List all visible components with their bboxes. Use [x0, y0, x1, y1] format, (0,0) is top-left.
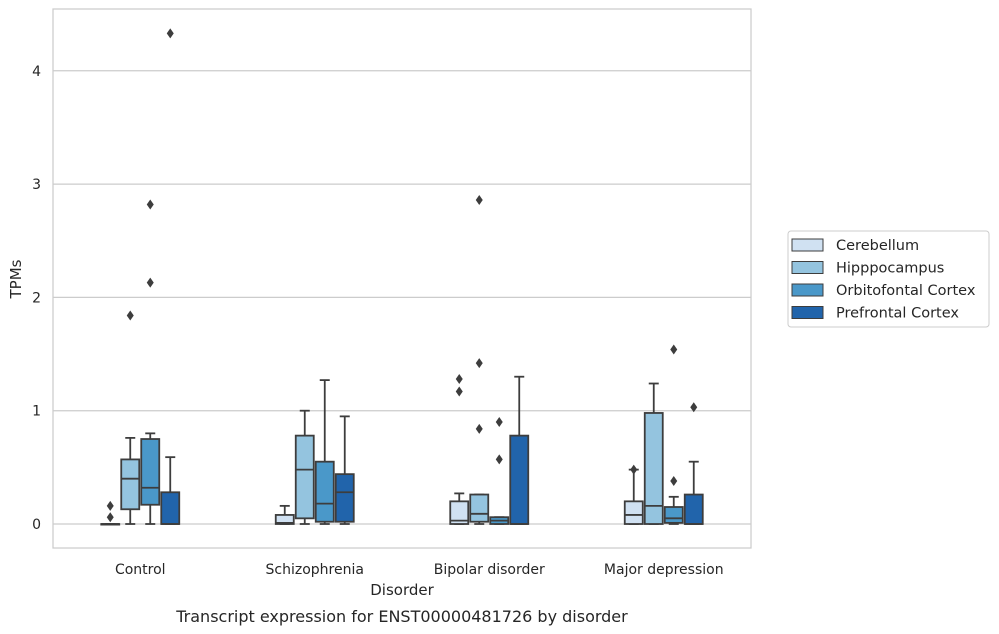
figure-caption: Transcript expression for ENST0000048172… — [175, 607, 628, 626]
box-prefrontal-cortex — [509, 375, 530, 525]
y-tick-labels: 0 1 2 3 4 — [32, 64, 41, 533]
plot-background — [53, 9, 751, 548]
box-body — [509, 434, 530, 525]
box-hipppocampus — [294, 409, 315, 525]
outlier-point — [495, 417, 503, 428]
outlier-point — [475, 423, 483, 434]
box-hipppocampus — [643, 382, 664, 525]
legend-swatch — [791, 238, 824, 252]
y-tick-label: 3 — [32, 177, 41, 193]
box-body — [274, 514, 295, 525]
outlier-point — [495, 454, 503, 465]
outlier-point — [106, 500, 114, 511]
box-cerebellum — [100, 500, 121, 526]
x-tick-labels: Control Schizophrenia Bipolar disorder Majo… — [115, 562, 724, 578]
y-tick-label: 0 — [32, 517, 41, 533]
outlier-point — [690, 402, 698, 413]
box-orbitofontal-cortex — [140, 199, 161, 525]
box-prefrontal-cortex — [683, 402, 704, 525]
box-body — [683, 493, 704, 525]
box-body — [140, 438, 161, 506]
outlier-point — [166, 28, 174, 39]
outlier-point — [670, 475, 678, 486]
x-tick-label: Control — [115, 562, 166, 578]
box-body — [160, 491, 181, 525]
outlier-point — [106, 512, 114, 523]
legend-label: Prefrontal Cortex — [836, 306, 959, 322]
box-hipppocampus — [469, 194, 490, 525]
legend-swatch — [791, 283, 824, 297]
legend: Cerebellum Hipppocampus Orbitofontal Corte… — [787, 230, 990, 328]
box-prefrontal-cortex — [160, 28, 181, 525]
outlier-point — [475, 358, 483, 369]
box-body — [314, 460, 335, 523]
y-tick-label: 4 — [32, 64, 41, 80]
plot-frame — [52, 8, 752, 549]
box-body — [469, 493, 490, 523]
box-body — [643, 412, 664, 525]
box-cerebellum — [274, 504, 295, 525]
y-tick-label: 2 — [32, 290, 41, 306]
box-orbitofontal-cortex — [314, 379, 335, 525]
outlier-point — [126, 310, 134, 321]
x-tick-label: Bipolar disorder — [434, 562, 545, 578]
y-tick-label: 1 — [32, 404, 41, 420]
box-orbitofontal-cortex — [489, 417, 510, 525]
outlier-point — [670, 344, 678, 355]
outlier-point — [475, 194, 483, 205]
box-hipppocampus — [120, 310, 141, 525]
legend-label: Orbitofontal Cortex — [836, 283, 976, 299]
outlier-point — [455, 373, 463, 384]
outlier-point — [630, 464, 638, 475]
y-axis-title: TPMs — [7, 259, 25, 299]
box-orbitofontal-cortex — [663, 344, 684, 525]
legend-items: Cerebellum Hipppocampus Orbitofontal Corte… — [791, 238, 976, 322]
legend-swatch — [791, 261, 824, 274]
box-body — [120, 458, 141, 511]
x-tick-label: Major depression — [604, 562, 724, 578]
x-tick-label: Schizophrenia — [266, 562, 364, 578]
box-body — [449, 500, 470, 525]
box-body — [294, 434, 315, 520]
outlier-point — [455, 386, 463, 397]
box-body — [663, 506, 684, 524]
outlier-point — [146, 277, 154, 288]
box-series-group — [100, 28, 704, 526]
outlier-point — [146, 199, 154, 210]
legend-label: Cerebellum — [836, 238, 919, 254]
box-cerebellum — [449, 373, 470, 525]
legend-swatch — [791, 306, 824, 319]
x-axis-title: Disorder — [370, 581, 434, 599]
box-cerebellum — [623, 464, 644, 525]
box-body — [334, 473, 355, 523]
legend-label: Hipppocampus — [836, 261, 944, 277]
box-prefrontal-cortex — [334, 415, 355, 525]
box-body — [623, 500, 644, 525]
legend-frame — [787, 230, 990, 328]
